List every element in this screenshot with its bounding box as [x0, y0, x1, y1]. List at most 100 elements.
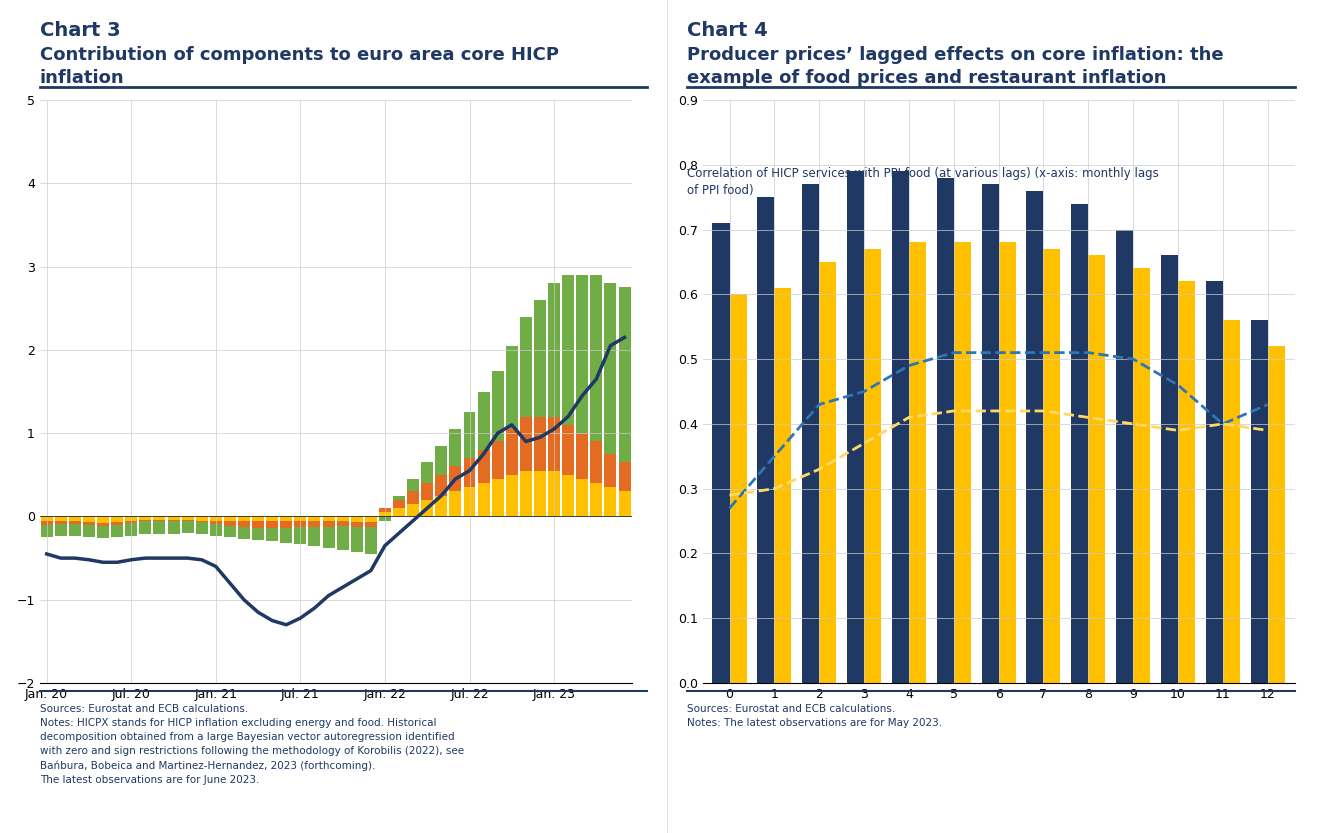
- Text: Chart 4: Chart 4: [687, 21, 768, 40]
- Bar: [309, 521, 321, 527]
- Bar: [590, 275, 602, 441]
- Bar: [181, 521, 194, 533]
- Bar: [125, 516, 137, 521]
- Bar: [267, 521, 279, 528]
- Bar: [1089, 256, 1106, 683]
- Bar: [54, 524, 67, 536]
- Bar: [1133, 268, 1151, 683]
- Bar: [379, 516, 391, 521]
- Bar: [210, 524, 222, 536]
- Bar: [563, 475, 575, 516]
- Bar: [252, 516, 264, 521]
- Bar: [421, 483, 433, 500]
- Bar: [618, 462, 630, 491]
- Bar: [267, 528, 279, 541]
- Bar: [1071, 203, 1089, 683]
- Bar: [436, 475, 448, 496]
- Bar: [351, 527, 363, 552]
- Bar: [478, 392, 490, 450]
- Bar: [322, 516, 334, 521]
- Bar: [729, 294, 746, 683]
- Bar: [309, 516, 321, 521]
- Bar: [478, 483, 490, 516]
- PPI food with HICP services Until 2019Q4: [1081, 412, 1096, 422]
- Line: PPI food with HICP services Until 2019Q4: PPI food with HICP services Until 2019Q4: [729, 411, 1268, 495]
- Bar: [520, 471, 532, 516]
- Bar: [238, 527, 250, 539]
- Bar: [491, 441, 503, 479]
- Bar: [421, 462, 433, 483]
- Bar: [111, 522, 123, 525]
- Bar: [757, 197, 774, 683]
- PPI food with HICP services Until 2019Q4: [946, 406, 962, 416]
- Bar: [196, 521, 207, 522]
- Bar: [153, 516, 165, 520]
- Bar: [892, 172, 909, 683]
- Bar: [548, 283, 560, 416]
- Bar: [506, 429, 518, 475]
- Bar: [491, 479, 503, 516]
- PPI food with HICP services Until 2019Q4: [721, 490, 737, 500]
- Bar: [379, 512, 391, 516]
- PPI food with HICP restaurants Until 2019Q4: [1036, 347, 1052, 357]
- Bar: [41, 521, 53, 525]
- Bar: [69, 524, 81, 536]
- PPI food with HICP restaurants Until 2019Q4: [1170, 380, 1186, 390]
- Bar: [168, 521, 180, 534]
- Bar: [196, 522, 207, 534]
- Bar: [563, 425, 575, 475]
- PPI food with HICP restaurants Until 2019Q4: [1260, 400, 1276, 410]
- Bar: [168, 520, 180, 521]
- Bar: [712, 223, 729, 683]
- PPI food with HICP services Until 2019Q4: [856, 438, 872, 448]
- Bar: [210, 521, 222, 524]
- Bar: [41, 516, 53, 521]
- Bar: [1161, 256, 1178, 683]
- Bar: [520, 317, 532, 416]
- Bar: [168, 516, 180, 520]
- Bar: [365, 527, 376, 554]
- Bar: [491, 371, 503, 441]
- Bar: [407, 491, 419, 504]
- Bar: [111, 516, 123, 522]
- Bar: [618, 491, 630, 516]
- Bar: [618, 287, 630, 462]
- Bar: [238, 521, 250, 527]
- Bar: [365, 516, 376, 522]
- Bar: [449, 466, 461, 491]
- Bar: [407, 479, 419, 491]
- Bar: [280, 516, 292, 521]
- Bar: [506, 346, 518, 429]
- Bar: [125, 523, 137, 536]
- Bar: [1116, 230, 1133, 683]
- Bar: [421, 500, 433, 516]
- Text: Chart 3: Chart 3: [40, 21, 120, 40]
- Bar: [309, 527, 321, 546]
- PPI food with HICP restaurants Until 2019Q4: [901, 361, 917, 371]
- Bar: [802, 184, 819, 683]
- Text: Correlation of HICP services with PPI food (at various lags) (x-axis: monthly la: Correlation of HICP services with PPI fo…: [687, 167, 1159, 197]
- Bar: [351, 516, 363, 522]
- Text: Sources: Eurostat and ECB calculations.
Notes: HICPX stands for HICP inflation e: Sources: Eurostat and ECB calculations. …: [40, 704, 464, 785]
- Bar: [351, 522, 363, 527]
- Bar: [774, 288, 791, 683]
- Bar: [83, 516, 95, 522]
- Bar: [139, 521, 152, 534]
- Bar: [225, 521, 236, 526]
- Bar: [267, 516, 279, 521]
- PPI food with HICP services Until 2019Q4: [1036, 406, 1052, 416]
- Bar: [605, 454, 617, 487]
- Bar: [576, 433, 588, 479]
- Bar: [295, 527, 306, 544]
- Bar: [1026, 191, 1044, 683]
- Bar: [1178, 282, 1196, 683]
- Bar: [1268, 347, 1285, 683]
- Bar: [464, 487, 476, 516]
- PPI food with HICP services Until 2019Q4: [1215, 419, 1231, 429]
- Bar: [252, 521, 264, 528]
- Bar: [464, 458, 476, 487]
- Bar: [407, 504, 419, 516]
- PPI food with HICP services Until 2019Q4: [991, 406, 1007, 416]
- PPI food with HICP services Until 2019Q4: [1125, 419, 1141, 429]
- Bar: [548, 471, 560, 516]
